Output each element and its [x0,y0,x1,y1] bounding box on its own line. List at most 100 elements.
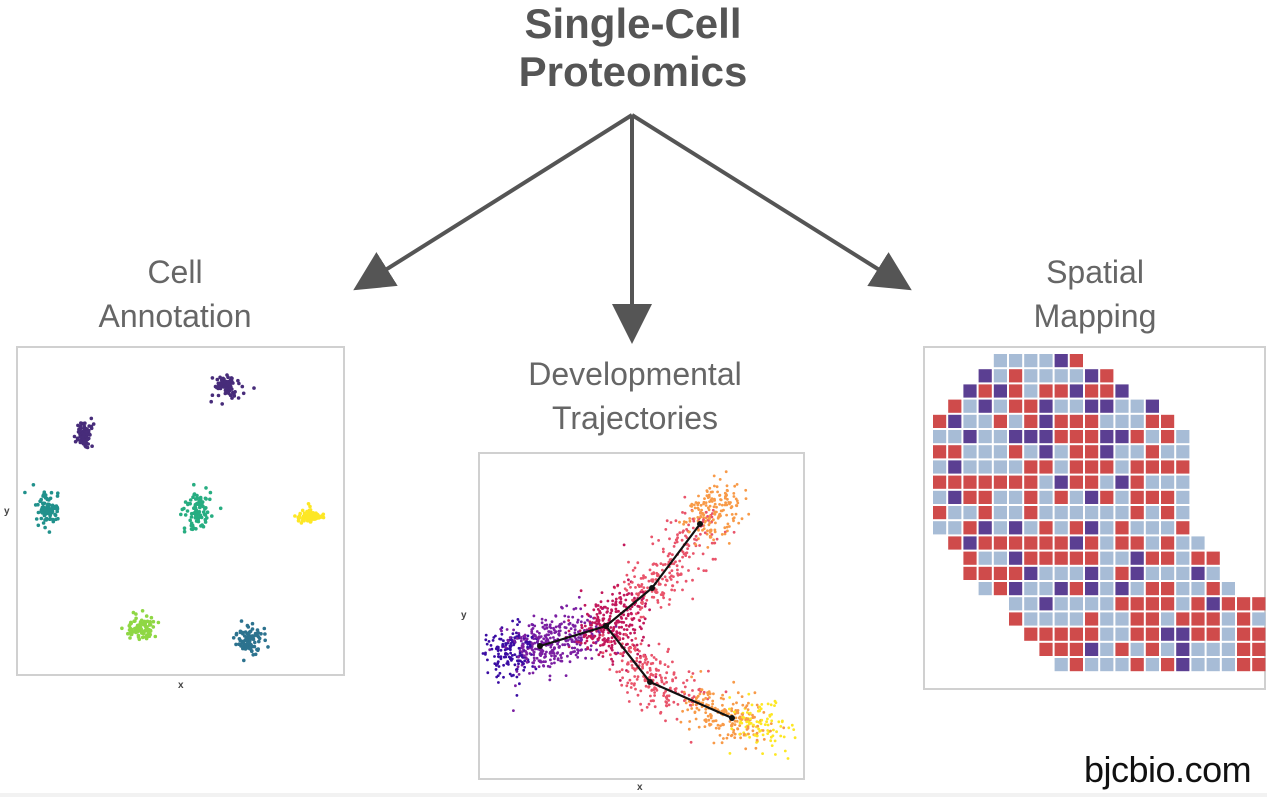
trajectory-point [531,661,535,665]
trajectory-point [691,517,695,521]
trajectory-point [731,702,735,706]
trajectory-point [725,488,729,492]
trajectory-point [707,508,711,512]
trajectory-point [667,552,671,556]
spatial-cell [1024,551,1038,565]
trajectory-point [579,637,583,641]
trajectory-point [705,494,709,497]
trajectory-point [532,614,536,618]
footer-rule [0,793,1267,797]
trajectory-point [535,630,539,633]
trajectory-point [629,631,632,635]
spatial-cell [993,475,1007,489]
trajectory-point [560,656,563,660]
trajectory-point [494,647,498,651]
trajectory-point [644,684,648,688]
spatial-cell [1191,582,1205,596]
trajectory-point [502,655,506,659]
trajectory-point [639,642,643,646]
trajectory-point [589,615,593,619]
trajectory-point [665,680,668,684]
trajectory-point [690,502,694,506]
trajectory-point [563,614,567,618]
trajectory-point [712,692,715,696]
trajectory-point [550,654,553,658]
spatial-cell [1130,475,1144,489]
cluster-point [140,609,145,613]
spatial-cell [1054,399,1068,413]
cluster-point [43,512,48,516]
trajectory-point [533,665,537,669]
spatial-cell [1161,582,1175,596]
trajectory-point [485,642,489,646]
spatial-cell [1100,597,1114,611]
trajectory-point [724,470,728,474]
trajectory-point [744,497,748,500]
trajectory-point [605,638,609,642]
trajectory-point [631,569,635,572]
cluster-point [203,507,207,511]
trajectory-point [504,645,507,649]
spatial-cell [1145,597,1159,611]
trajectory-point [596,608,600,611]
trajectory-point [613,642,617,645]
spatial-cell [978,414,992,428]
trajectory-point [641,666,644,670]
trajectory-point [732,680,736,684]
trajectory-node [647,679,653,685]
trajectory-point [701,552,705,556]
spatial-cell [1009,582,1023,596]
trajectory-point [757,709,761,712]
trajectory-point [698,544,701,547]
spatial-cell [1085,566,1099,580]
cluster-point [266,645,270,649]
trajectory-point [667,694,671,698]
trajectory-point [516,659,519,663]
trajectory-point [707,669,710,673]
trajectory-point [735,504,739,508]
trajectory-point [650,689,654,692]
spatial-cell [1176,460,1190,474]
spatial-cell [1085,460,1099,474]
spatial-cell [1069,612,1083,626]
cluster-point [55,509,59,514]
trajectory-point [782,735,786,739]
trajectory-point [727,542,731,545]
trajectory-point [648,568,652,572]
trajectory-point [679,720,683,724]
trajectory-point [610,648,614,652]
spatial-cell [1130,582,1144,596]
trajectory-point [687,670,691,673]
trajectory-point [733,710,736,714]
trajectory-point [665,701,669,705]
trajectory-point [724,710,728,713]
trajectory-point [707,495,711,499]
spatial-cell [1039,642,1053,656]
trajectory-point [596,615,600,619]
spatial-cell [978,475,992,489]
trajectory-point [580,615,584,618]
spatial-cell [978,369,992,383]
trajectory-point [682,552,686,556]
trajectory-point [573,628,577,632]
trajectory-point [706,693,710,697]
trajectory-point [657,582,661,585]
y-axis-label: y [461,610,467,621]
trajectory-point [701,698,705,702]
cluster-point [219,382,223,386]
cluster-point [204,486,208,490]
trajectory-point [712,719,716,723]
spatial-cell [1009,506,1023,520]
trajectory-point [648,666,652,670]
trajectory-point [595,619,599,623]
trajectory-point [511,654,514,657]
trajectory-point [765,720,768,724]
trajectory-point [560,622,563,626]
trajectory-point [484,638,488,642]
spatial-cell [1054,658,1068,672]
cluster-point [145,633,149,637]
trajectory-point [736,691,740,695]
trajectory-point [642,653,646,657]
trajectory-point [625,684,629,688]
trajectory-point [676,573,680,577]
